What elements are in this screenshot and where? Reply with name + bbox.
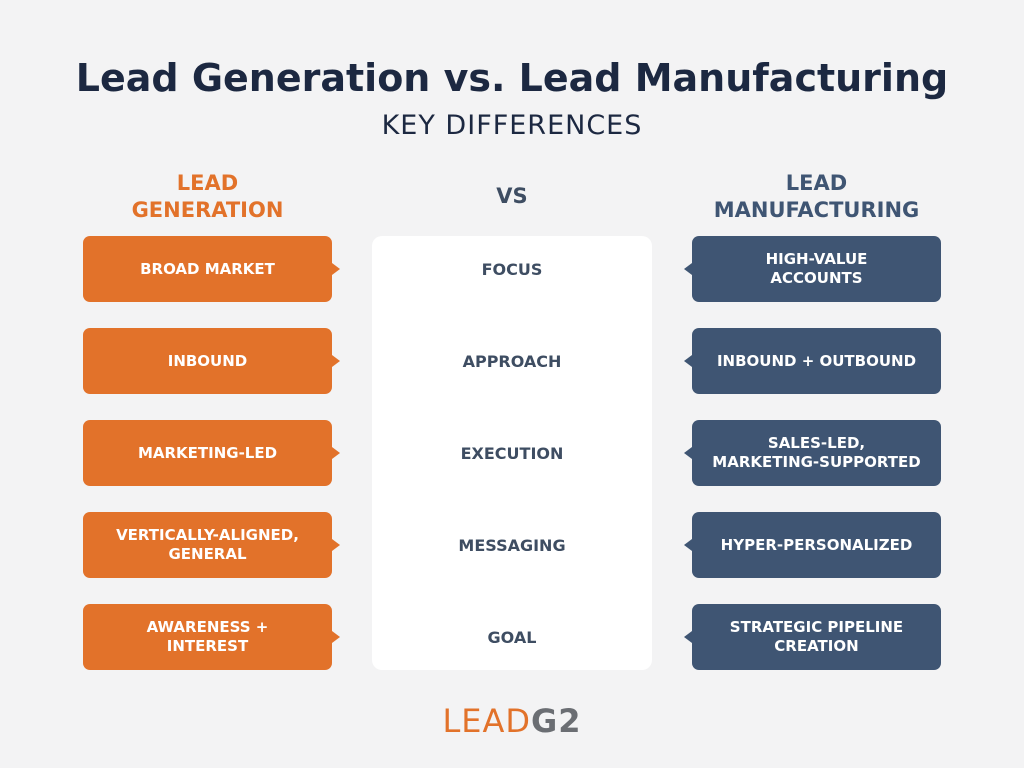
criterion-label: FOCUS <box>481 259 543 279</box>
logo-text: LEAD <box>442 702 532 740</box>
criterion-label: EXECUTION <box>460 443 564 463</box>
title: Lead Generation vs. Lead Manufacturing <box>75 56 949 100</box>
criteria-panel <box>372 236 652 670</box>
column-heading: VS <box>496 184 528 208</box>
lead-manufacturing-box: HYPER-PERSONALIZED <box>684 512 941 578</box>
lead-generation-box: AWARENESS + INTEREST <box>83 604 340 670</box>
criterion-label: MESSAGING <box>458 535 566 555</box>
lead-manufacturing-box: HIGH-VALUE ACCOUNTS <box>684 236 941 302</box>
lead-generation-box: BROAD MARKET <box>83 236 340 302</box>
lead-manufacturing-box: INBOUND + OUTBOUND <box>684 328 941 394</box>
column-heading: LEAD GENERATION <box>131 171 284 222</box>
criterion-label: APPROACH <box>462 351 562 371</box>
logo-text: G2 <box>531 702 582 740</box>
lead-generation-box: VERTICALLY-ALIGNED, GENERAL <box>83 512 340 578</box>
subtitle: KEY DIFFERENCES <box>381 110 643 141</box>
lead-generation-box: INBOUND <box>83 328 340 394</box>
column-heading: LEAD MANUFACTURING <box>713 171 920 222</box>
logo: LEADG2 <box>0 702 1024 740</box>
lead-manufacturing-box: STRATEGIC PIPELINE CREATION <box>684 604 941 670</box>
lead-generation-box: MARKETING-LED <box>83 420 340 486</box>
criterion-label: GOAL <box>487 627 537 647</box>
lead-manufacturing-box: SALES-LED, MARKETING-SUPPORTED <box>684 420 941 486</box>
